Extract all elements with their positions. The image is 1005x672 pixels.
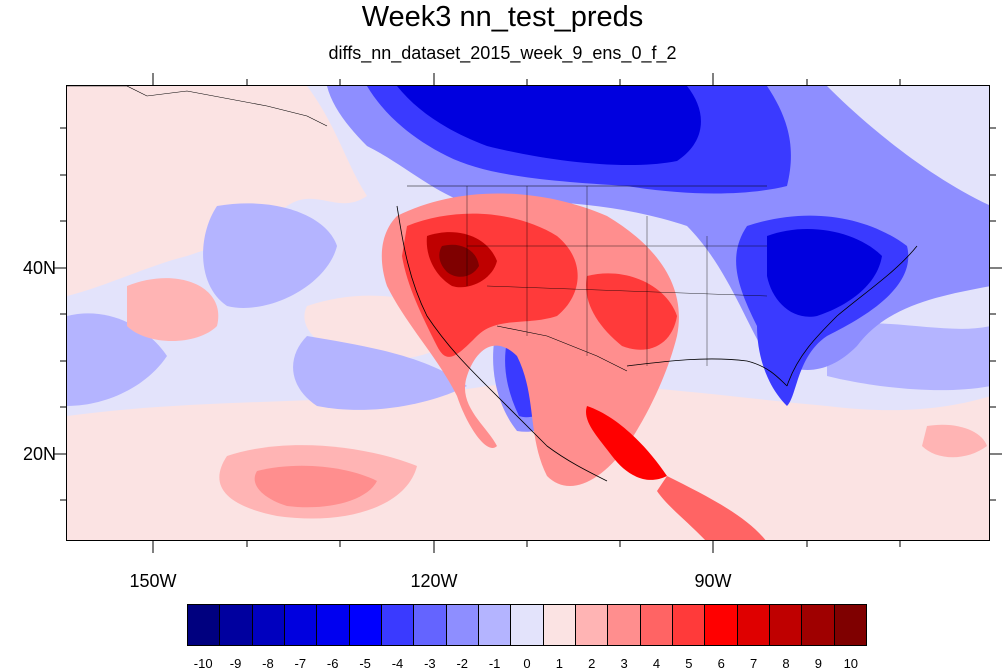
colorbar-box (478, 605, 512, 645)
field-red-west-darkest (439, 244, 479, 277)
colorbar-label: -7 (294, 656, 307, 671)
coastline-west (396, 205, 608, 482)
field-blue-pacific-west (67, 313, 167, 406)
field-red-texas (586, 273, 677, 350)
colorbar-box (834, 605, 866, 645)
colorbar-box (608, 605, 641, 645)
colorbar-label: 7 (750, 656, 758, 671)
colorbar-label: -6 (326, 656, 339, 671)
plot-title: Week3 nn_test_preds (361, 1, 644, 33)
colorbar-box (220, 605, 253, 645)
colorbar-label: 6 (717, 656, 725, 671)
colorbar-box (737, 605, 770, 645)
colorbar-label: 1 (555, 656, 563, 671)
anomaly-field (67, 86, 989, 540)
plot-subtitle: diffs_nn_dataset_2015_week_9_ens_0_f_2 (328, 43, 677, 63)
colorbar-label: 3 (620, 656, 628, 671)
lat-label-20n: 20N (23, 444, 57, 464)
colorbar (187, 604, 867, 646)
state-lines (466, 186, 768, 366)
colorbar-label: -8 (262, 656, 274, 671)
colorbar-label: 8 (782, 656, 790, 671)
lat-label-40n: 40N (23, 258, 57, 278)
field-blue-atlantic (827, 323, 989, 391)
colorbar-box (705, 605, 738, 645)
colorbar-box (769, 605, 803, 645)
field-pale-red-west-pacific (67, 86, 367, 296)
coastline-alaska (67, 86, 328, 127)
colorbar-box (640, 605, 673, 645)
colorbar-label: -4 (391, 656, 404, 671)
colorbar-label: 4 (652, 656, 661, 671)
colorbar-box (414, 605, 447, 645)
colorbar-label: -5 (359, 656, 371, 671)
lon-label-90w: 90W (694, 571, 732, 591)
field-blue-pacific-center (293, 336, 467, 410)
field-red-atlantic (922, 424, 987, 458)
colorbar-box (284, 605, 318, 645)
lon-label-150w: 150W (129, 571, 177, 591)
colorbar-label: -9 (229, 656, 242, 671)
border-us-mexico (496, 325, 628, 372)
colorbar-label: 0 (523, 656, 531, 671)
colorbar-box (252, 605, 285, 645)
colorbar-label: 10 (843, 656, 859, 671)
colorbar-box (446, 605, 479, 645)
field-blue-pacific-north (203, 203, 337, 308)
field-blue-east-us-core (767, 228, 882, 317)
colorbar-box (349, 605, 382, 645)
colorbar-box (188, 605, 221, 645)
colorbar-label: -3 (424, 656, 436, 671)
lon-label-120w: 120W (410, 571, 458, 591)
field-blue-canada-core (397, 86, 701, 166)
coastline-east (786, 245, 918, 387)
colorbar-label: 9 (814, 656, 823, 671)
colorbar-box (672, 605, 706, 645)
field-red-mexico (586, 406, 667, 480)
colorbar-box (543, 605, 576, 645)
anomaly-map (66, 85, 990, 541)
colorbar-label: -1 (488, 656, 501, 671)
colorbar-label: -10 (193, 656, 213, 671)
colorbar-box (317, 605, 350, 645)
field-red-pacific-1 (127, 278, 219, 341)
colorbar-box (802, 605, 835, 645)
colorbar-label: -2 (456, 656, 469, 671)
colorbar-box (511, 605, 544, 645)
field-red-central-america (657, 476, 766, 540)
colorbar-box (575, 605, 609, 645)
field-red-pacific-south-core (254, 465, 377, 508)
coastline-gulf (626, 358, 788, 387)
colorbar-label: 2 (588, 656, 596, 671)
colorbar-box (381, 605, 415, 645)
colorbar-label: 5 (685, 656, 693, 671)
